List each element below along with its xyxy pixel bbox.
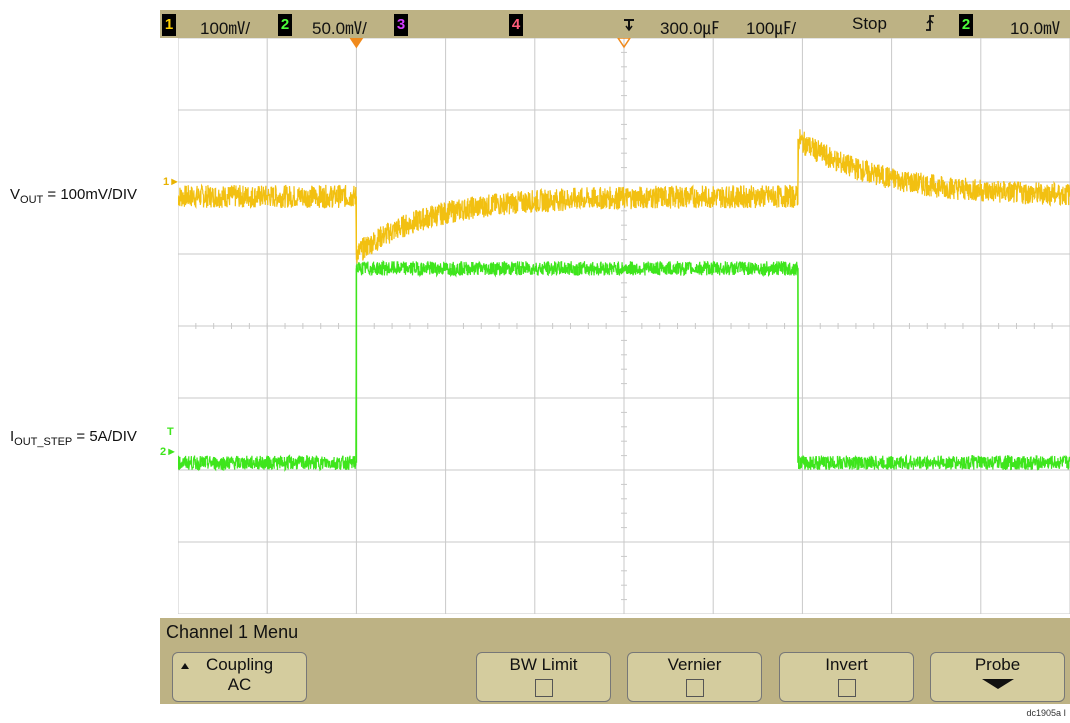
- bw-limit-checkbox[interactable]: [534, 679, 553, 697]
- vernier-checkbox[interactable]: [685, 679, 704, 697]
- channel-4-indicator[interactable]: 4: [509, 14, 523, 36]
- channel-1-ground-marker[interactable]: 1►: [163, 176, 181, 188]
- trigger-level-marker[interactable]: T: [167, 426, 174, 438]
- iout-scale-label: IOUT_STEP = 5A/DIV: [10, 428, 137, 448]
- select-arrow-icon: [181, 663, 189, 669]
- vernier-label: Vernier: [667, 655, 722, 674]
- channel-1-trace: [178, 129, 1070, 264]
- invert-label: Invert: [825, 655, 868, 674]
- waveform-display[interactable]: [178, 38, 1070, 614]
- invert-checkbox[interactable]: [837, 679, 856, 697]
- vernier-softkey[interactable]: Vernier: [627, 652, 762, 702]
- channel-2-ground-marker[interactable]: 2►: [160, 446, 178, 458]
- vout-scale-label: VOUT = 100mV/DIV: [10, 186, 138, 206]
- softkey-bar: Coupling AC BW Limit Vernier Invert Prob…: [160, 646, 1070, 704]
- bw-limit-label: BW Limit: [509, 655, 578, 674]
- time-delay[interactable]: 300.0㎌: [660, 19, 720, 38]
- submenu-arrow-icon: [981, 679, 1014, 689]
- channel-2-trace: [178, 259, 1070, 472]
- invert-softkey[interactable]: Invert: [779, 652, 914, 702]
- bw-limit-softkey[interactable]: BW Limit: [476, 652, 611, 702]
- probe-softkey[interactable]: Probe: [930, 652, 1065, 702]
- menu-title: Channel 1 Menu: [160, 618, 1070, 646]
- coupling-label: Coupling: [205, 655, 274, 674]
- probe-label: Probe: [974, 655, 1021, 674]
- coupling-value: AC: [227, 675, 252, 694]
- trigger-source-indicator[interactable]: 2: [959, 14, 973, 36]
- coupling-softkey[interactable]: Coupling AC: [172, 652, 307, 702]
- channel-2-indicator[interactable]: 2: [278, 14, 292, 36]
- run-state[interactable]: Stop: [852, 14, 887, 33]
- time-reference-marker[interactable]: [349, 38, 364, 49]
- channel-1-indicator[interactable]: 1: [162, 14, 176, 36]
- time-scale[interactable]: 100㎌/: [746, 19, 797, 38]
- channel-2-scale[interactable]: 50.0㎷/: [312, 19, 367, 38]
- trigger-point-icon: [622, 14, 636, 37]
- channel-3-indicator[interactable]: 3: [394, 14, 408, 36]
- figure-id: dc1905a I: [1026, 708, 1066, 718]
- status-bar: 1 100㎷/ 2 50.0㎷/ 3 4 300.0㎌ 100㎌/ Stop 2…: [160, 10, 1070, 38]
- channel-1-scale[interactable]: 100㎷/: [200, 19, 251, 38]
- waveform-canvas: [178, 38, 1070, 614]
- trigger-position-marker[interactable]: [617, 38, 631, 49]
- rising-edge-icon[interactable]: [924, 14, 936, 37]
- trigger-level[interactable]: 10.0㎷: [1010, 19, 1061, 38]
